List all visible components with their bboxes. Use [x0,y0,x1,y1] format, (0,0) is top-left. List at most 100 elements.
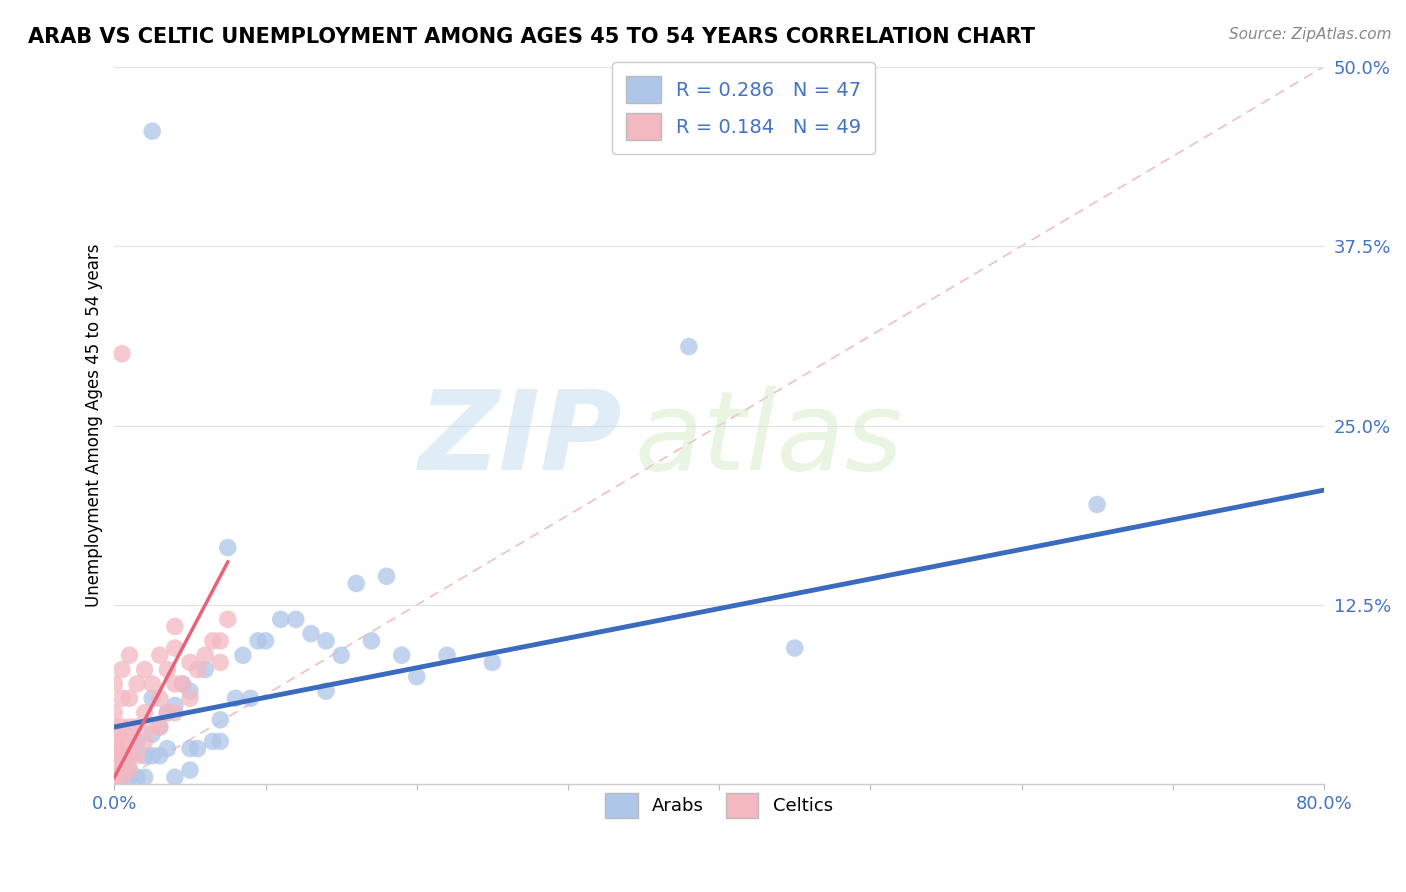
Point [118,691,141,706]
Point [118,770,141,784]
Point [118,763,141,777]
Text: ZIP: ZIP [419,386,623,493]
Point [163,706,186,720]
Point [360,633,382,648]
Point [1085,498,1108,512]
Y-axis label: Unemployment Among Ages 45 to 54 years: Unemployment Among Ages 45 to 54 years [86,244,103,607]
Point [127,720,149,734]
Point [103,748,125,763]
Point [111,691,134,706]
Point [163,677,186,691]
Point [134,663,156,677]
Point [344,576,367,591]
Point [118,648,141,663]
Point [111,770,134,784]
Point [209,713,232,727]
Point [103,720,125,734]
Point [141,720,163,734]
Point [187,741,209,756]
Point [127,748,149,763]
Point [118,734,141,748]
Point [163,698,186,713]
Point [436,648,458,663]
Point [330,648,353,663]
Point [172,677,194,691]
Point [149,648,172,663]
Point [149,691,172,706]
Point [141,727,163,741]
Point [103,741,125,756]
Point [179,684,201,698]
Point [179,763,201,777]
Point [111,770,134,784]
Point [141,677,163,691]
Point [405,670,427,684]
Point [315,633,337,648]
Point [141,748,163,763]
Point [254,633,277,648]
Point [111,347,134,361]
Point [141,124,163,138]
Point [134,734,156,748]
Point [103,777,125,791]
Point [127,770,149,784]
Point [103,734,125,748]
Point [127,734,149,748]
Text: atlas: atlas [634,386,903,493]
Point [149,748,172,763]
Point [118,748,141,763]
Point [163,641,186,656]
Point [103,706,125,720]
Point [179,691,201,706]
Text: ARAB VS CELTIC UNEMPLOYMENT AMONG AGES 45 TO 54 YEARS CORRELATION CHART: ARAB VS CELTIC UNEMPLOYMENT AMONG AGES 4… [28,27,1035,46]
Point [141,691,163,706]
Point [224,691,246,706]
Point [118,748,141,763]
Point [172,677,194,691]
Point [127,677,149,691]
Text: Source: ZipAtlas.com: Source: ZipAtlas.com [1229,27,1392,42]
Point [111,763,134,777]
Point [194,663,217,677]
Point [103,763,125,777]
Point [783,641,806,656]
Point [299,626,322,640]
Point [232,648,254,663]
Point [217,612,239,626]
Point [163,770,186,784]
Point [103,677,125,691]
Point [118,763,141,777]
Point [156,706,179,720]
Point [201,734,224,748]
Point [163,619,186,633]
Point [103,770,125,784]
Point [134,748,156,763]
Point [111,734,134,748]
Point [156,741,179,756]
Point [678,340,700,354]
Point [391,648,413,663]
Point [284,612,307,626]
Point [156,663,179,677]
Point [156,706,179,720]
Point [194,648,217,663]
Point [209,656,232,670]
Point [118,720,141,734]
Point [375,569,398,583]
Point [179,741,201,756]
Point [239,691,262,706]
Point [209,633,232,648]
Point [103,756,125,770]
Point [481,656,503,670]
Point [217,541,239,555]
Point [134,706,156,720]
Point [111,748,134,763]
Point [134,770,156,784]
Point [149,720,172,734]
Point [315,684,337,698]
Point [187,663,209,677]
Point [270,612,292,626]
Legend: Arabs, Celtics: Arabs, Celtics [598,786,841,826]
Point [247,633,270,648]
Point [201,633,224,648]
